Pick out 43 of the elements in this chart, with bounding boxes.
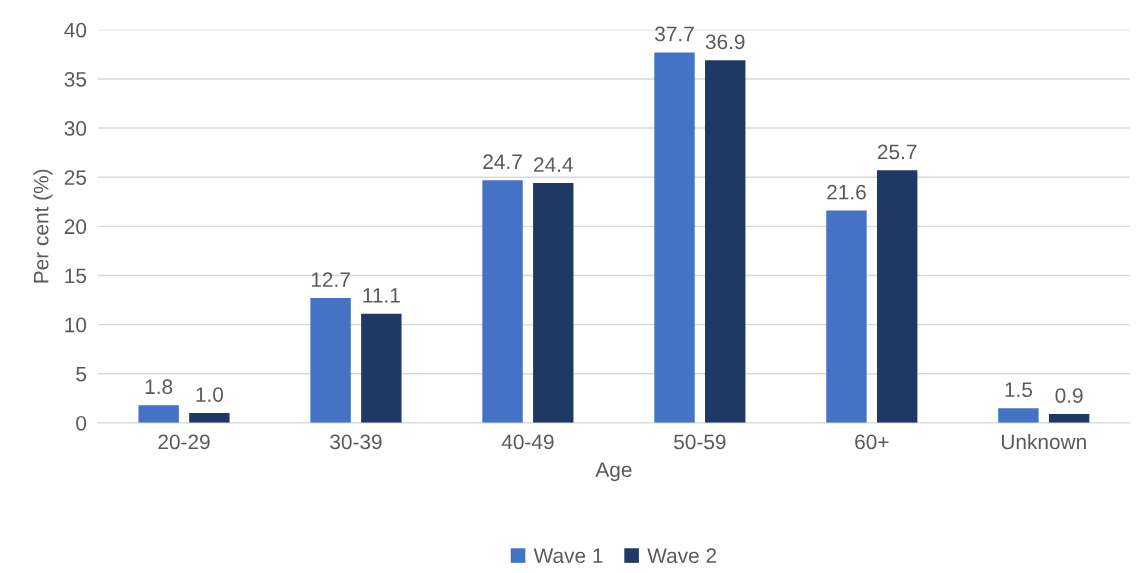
data-label: 37.7 xyxy=(655,26,694,42)
bar xyxy=(826,210,867,423)
x-axis-title: Age xyxy=(595,462,632,482)
y-axis-title: Per cent (%) xyxy=(33,169,53,283)
data-label: 21.6 xyxy=(827,184,866,200)
y-tick-label: 15 xyxy=(65,268,87,284)
y-tick-label: 40 xyxy=(64,22,87,38)
bar xyxy=(138,405,179,423)
bar xyxy=(482,180,523,423)
data-label: 1.5 xyxy=(1005,382,1033,398)
data-label: 0.9 xyxy=(1055,388,1083,403)
x-tick-label: Unknown xyxy=(1001,433,1086,450)
x-tick-label: 60+ xyxy=(855,434,889,450)
y-tick-label: 20 xyxy=(64,219,87,235)
y-tick-label: 10 xyxy=(65,317,87,333)
data-label: 1.0 xyxy=(196,387,224,402)
legend-label: Wave 2 xyxy=(647,548,717,564)
x-tick-label: 20-29 xyxy=(158,434,210,450)
y-tick-label: 5 xyxy=(76,366,87,382)
data-label: 24.7 xyxy=(483,154,522,169)
bar xyxy=(705,60,746,423)
data-label: 12.7 xyxy=(311,272,350,287)
data-label: 11.1 xyxy=(363,288,400,303)
data-label: 25.7 xyxy=(877,144,917,160)
data-label: 36.9 xyxy=(705,34,745,50)
legend-label: Wave 1 xyxy=(533,548,603,564)
y-tick-label: 30 xyxy=(64,121,87,136)
bar xyxy=(189,413,230,423)
bar xyxy=(361,313,402,423)
bar xyxy=(1048,414,1090,423)
x-tick-label: 50-59 xyxy=(674,434,726,450)
bar xyxy=(654,52,695,423)
x-tick-label: 40-49 xyxy=(501,434,554,450)
y-tick-label: 35 xyxy=(64,71,87,87)
bar xyxy=(998,408,1039,423)
data-label: 24.4 xyxy=(534,157,573,172)
x-tick-label: 30-39 xyxy=(330,434,382,450)
bar xyxy=(310,298,351,423)
y-tick-label: 0 xyxy=(76,415,87,431)
data-label: 1.8 xyxy=(145,379,173,395)
y-tick-label: 25 xyxy=(64,170,87,185)
bar xyxy=(533,183,574,423)
bar xyxy=(876,170,918,423)
